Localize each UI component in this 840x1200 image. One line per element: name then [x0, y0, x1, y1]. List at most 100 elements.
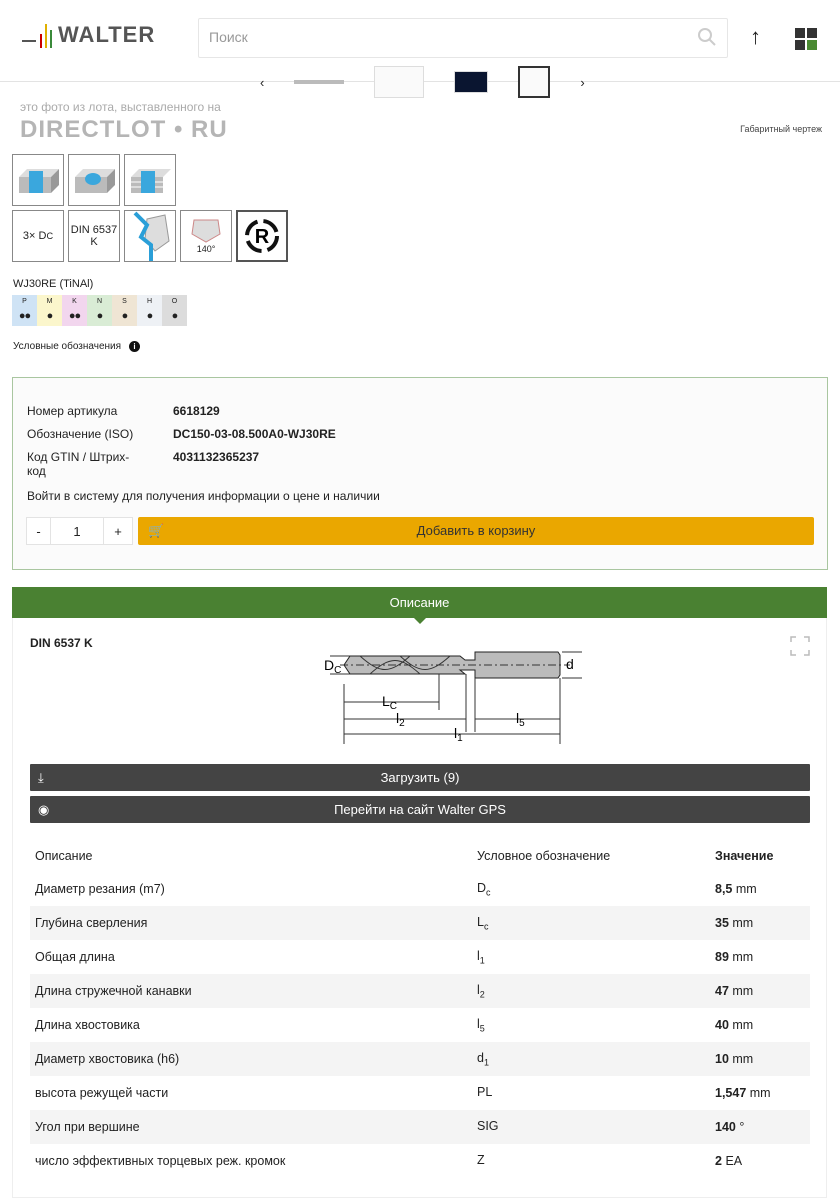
row-value: 140 °	[710, 1110, 810, 1144]
material-code: P	[22, 298, 27, 305]
material-code: O	[171, 298, 178, 305]
material-group-o: O ●	[162, 295, 187, 326]
article-value: 6618129	[173, 404, 220, 418]
gps-label: Перейти на сайт Walter GPS	[334, 802, 506, 817]
row-value: 40 mm	[715, 1018, 754, 1032]
thumbnail[interactable]	[518, 66, 551, 98]
suitability-dots: ●	[96, 310, 104, 322]
thumbnail[interactable]	[454, 71, 489, 93]
add-to-cart-button[interactable]: 🛒 Добавить в корзину	[138, 517, 814, 545]
qty-minus-button[interactable]: -	[27, 518, 51, 544]
download-label: Загрузить (9)	[380, 770, 460, 785]
add-to-cart-label: Добавить в корзину	[416, 523, 536, 538]
arrow-up-icon[interactable]: ↑	[750, 24, 761, 49]
material-code: N	[96, 298, 103, 305]
watermark-logo: DIRECTLOT • RU	[20, 116, 228, 143]
row-symbol: d1	[472, 1042, 710, 1076]
info-icon[interactable]: i	[129, 341, 141, 352]
cart-icon: 🛒	[148, 523, 165, 538]
logo-text: WALTER	[58, 22, 156, 47]
din-standard-icon: DIN 6537 K	[68, 210, 120, 262]
table-row: Диаметр хвостовика (h6) d1 10 mm	[30, 1042, 810, 1076]
row-symbol: l5	[477, 1016, 485, 1034]
col-value: Значение	[715, 849, 774, 863]
row-description: высота режущей части	[35, 1086, 169, 1100]
row-description: Глубина сверления	[30, 906, 472, 940]
table-row: Диаметр резания (m7) Dc 8,5 mm	[30, 872, 810, 906]
thumbnail[interactable]	[374, 66, 425, 98]
search-icon[interactable]	[697, 27, 717, 47]
download-icon: ⤓	[38, 770, 44, 785]
col-description: Описание	[35, 849, 93, 863]
coolant-icon	[124, 210, 176, 262]
walter-logo[interactable]: WALTER	[22, 22, 156, 49]
table-row: Длина стружечной канавки l2 47 mm	[30, 974, 810, 1008]
thumbnail[interactable]	[294, 80, 345, 84]
gtin-value: 4031132365237	[173, 450, 260, 464]
table-row: Длина хвостовика l5 40 mm	[30, 1008, 810, 1042]
depth-text: 3× D	[22, 230, 47, 242]
stacked-plates-icon	[124, 154, 176, 206]
through-hole-icon	[12, 154, 64, 206]
suitability-dots: ●●	[18, 310, 31, 322]
row-description: Длина хвостовика	[35, 1018, 140, 1032]
legend-link[interactable]: Условные обозначения i	[13, 341, 141, 352]
material-group-h: H ●	[137, 295, 162, 326]
row-description: число эффективных торцевых реж. кромок	[35, 1154, 286, 1168]
row-symbol: SIG	[472, 1110, 710, 1144]
row-symbol: Lc	[472, 906, 710, 940]
row-value: 47 mm	[710, 974, 810, 1008]
row-symbol: PL	[477, 1084, 493, 1099]
search-input[interactable]: Поиск	[198, 18, 728, 58]
material-groups: P ●● M ● K ●● N ● S ● H ● O ●	[12, 295, 187, 326]
iso-value: DC150-03-08.500A0-WJ30RE	[173, 427, 336, 441]
gps-icon: ◉	[38, 802, 50, 817]
download-button[interactable]: ⤓ Загрузить (9)	[30, 764, 810, 791]
suitability-dots: ●	[121, 310, 129, 322]
search-placeholder: Поиск	[209, 29, 248, 45]
table-row: Угол при вершине SIG 140 °	[30, 1110, 810, 1144]
logo-bars-icon	[22, 24, 58, 49]
tab-description[interactable]: Описание	[12, 587, 827, 624]
table-row: число эффективных торцевых реж. кромок Z 2…	[30, 1144, 810, 1178]
grid-icon[interactable]	[795, 28, 817, 50]
row-description: Диаметр хвостовика (h6)	[30, 1042, 472, 1076]
gtin-row: Код GTIN / Штрих-код 4031132365237	[27, 450, 259, 478]
walter-gps-button[interactable]: ◉ Перейти на сайт Walter GPS	[30, 796, 810, 823]
chevron-right-icon[interactable]: ›	[580, 74, 585, 90]
specs-table: Описание Условное обозначение Значение Д…	[30, 840, 810, 1178]
material-group-m: M ●	[37, 295, 62, 326]
iso-label: Обозначение (ISO)	[27, 427, 134, 441]
row-symbol: l1	[477, 948, 485, 966]
legend-label: Условные обозначения	[13, 341, 122, 352]
row-value: 89 mm	[715, 950, 754, 964]
qty-input[interactable]: 1	[73, 523, 81, 539]
watermark-text: это фото из лота, выставленного на	[20, 100, 221, 114]
login-link[interactable]: Войти в систему	[27, 489, 119, 503]
suitability-dots: ●	[146, 310, 154, 322]
material-group-s: S ●	[112, 295, 137, 326]
col-symbol: Условное обозначение	[477, 849, 611, 863]
material-code: K	[72, 298, 77, 305]
chevron-left-icon[interactable]: ‹	[260, 74, 265, 90]
blind-hole-icon	[68, 154, 120, 206]
row-value: 35 mm	[710, 906, 810, 940]
row-description: Общая длина	[35, 950, 115, 964]
label-l5: l5	[516, 710, 525, 729]
drawing-standard: DIN 6537 K	[30, 636, 93, 650]
depth-sub: C	[46, 231, 54, 241]
expand-icon[interactable]	[790, 636, 810, 656]
iso-row: Обозначение (ISO) DC150-03-08.500A0-WJ30R…	[27, 427, 336, 441]
qty-plus-button[interactable]: +	[103, 518, 132, 544]
material-group-n: N ●	[87, 295, 112, 326]
row-symbol: Z	[477, 1152, 485, 1167]
row-description: Диаметр резания (m7)	[35, 882, 165, 896]
suitability-dots: ●●	[68, 310, 81, 322]
article-label: Номер артикула	[27, 404, 118, 418]
row-value: 1,547 mm	[715, 1086, 771, 1100]
row-value: 2 EA	[715, 1154, 743, 1168]
point-angle-icon: 140°	[180, 210, 232, 262]
table-row: высота режущей части PL 1,547 mm	[30, 1076, 810, 1110]
